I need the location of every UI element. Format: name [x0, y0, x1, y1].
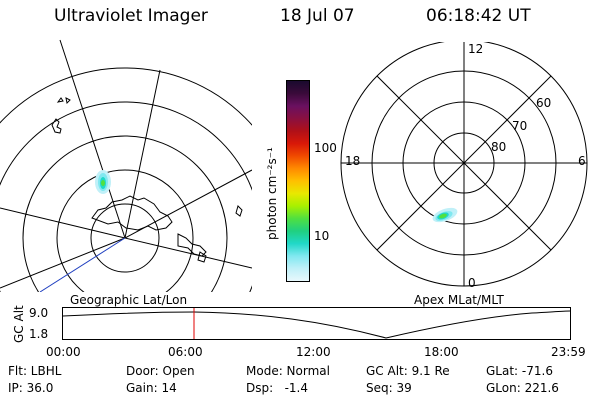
instrument-title: Ultraviolet Imager — [54, 6, 208, 26]
coastline — [51, 97, 71, 134]
lat-circle — [22, 135, 228, 292]
mlt-label-18: 18 — [345, 154, 361, 168]
mlat-label-70: 70 — [512, 119, 528, 133]
mlat-label-80: 80 — [491, 140, 507, 154]
lat-circle — [0, 101, 252, 292]
alt-ytick-low: 1.8 — [29, 327, 49, 341]
alt-xtick-1800: 18:00 — [424, 345, 459, 359]
info-gc-alt: GC Alt: 9.1 Re — [366, 364, 450, 378]
info-gain: Gain: 14 — [126, 381, 177, 395]
coastline — [177, 205, 243, 263]
colorbar — [286, 80, 310, 282]
mlat-label-60: 60 — [536, 96, 552, 110]
antarctica-coastline — [91, 195, 173, 231]
lat-circle — [90, 203, 160, 273]
lon-line — [0, 207, 126, 239]
info-flt: Flt: LBHL — [8, 364, 62, 378]
geographic-map-panel — [0, 39, 252, 292]
colorbar-tick-100: 100 — [314, 141, 337, 155]
alt-plot-frame — [62, 307, 571, 340]
alt-xtick-2359: 23:59 — [551, 345, 586, 359]
mlt-meridian — [376, 75, 552, 251]
date-label: 18 Jul 07 — [280, 6, 355, 26]
lat-circle — [56, 169, 194, 292]
info-mode: Mode: Normal — [246, 364, 330, 378]
altitude-curve — [62, 310, 571, 339]
alt-xtick-0600: 06:00 — [168, 345, 203, 359]
time-label: 06:18:42 UT — [426, 6, 531, 26]
info-seq: Seq: 39 — [366, 381, 412, 395]
colorbar-gradient — [287, 81, 309, 281]
colorbar-tick-10: 10 — [314, 229, 330, 243]
mlt-label-6: 6 — [578, 154, 586, 168]
info-glon: GLon: 221.6 — [486, 381, 559, 395]
alt-plot-ylabel: GC Alt — [12, 305, 26, 343]
lon-line — [59, 39, 126, 239]
lon-line — [124, 69, 161, 239]
info-glat: GLat: -71.6 — [486, 364, 553, 378]
lon-line — [124, 237, 252, 269]
aurora-emission-right — [432, 207, 458, 223]
info-dsp: Dsp: -1.4 — [246, 381, 309, 395]
left-panel-caption: Geographic Lat/Lon — [70, 293, 188, 307]
colorbar-unit-label: photon cm⁻²s⁻¹ — [265, 147, 279, 240]
alt-ytick-high: 9.0 — [29, 306, 49, 320]
info-door: Door: Open — [126, 364, 195, 378]
right-panel-caption: Apex MLat/MLT — [414, 293, 504, 307]
aurora-emission-left — [95, 170, 111, 194]
alt-xtick-0000: 00:00 — [46, 345, 81, 359]
mlt-label-12: 12 — [468, 42, 484, 56]
mlt-polar-panel — [340, 42, 588, 287]
mlt-label-0: 0 — [468, 276, 476, 290]
orbit-track — [39, 237, 126, 292]
alt-xtick-1200: 12:00 — [296, 345, 331, 359]
info-ip: IP: 36.0 — [8, 381, 54, 395]
lat-circle — [0, 67, 252, 126]
altitude-plot — [62, 307, 571, 340]
lon-line — [0, 237, 126, 289]
